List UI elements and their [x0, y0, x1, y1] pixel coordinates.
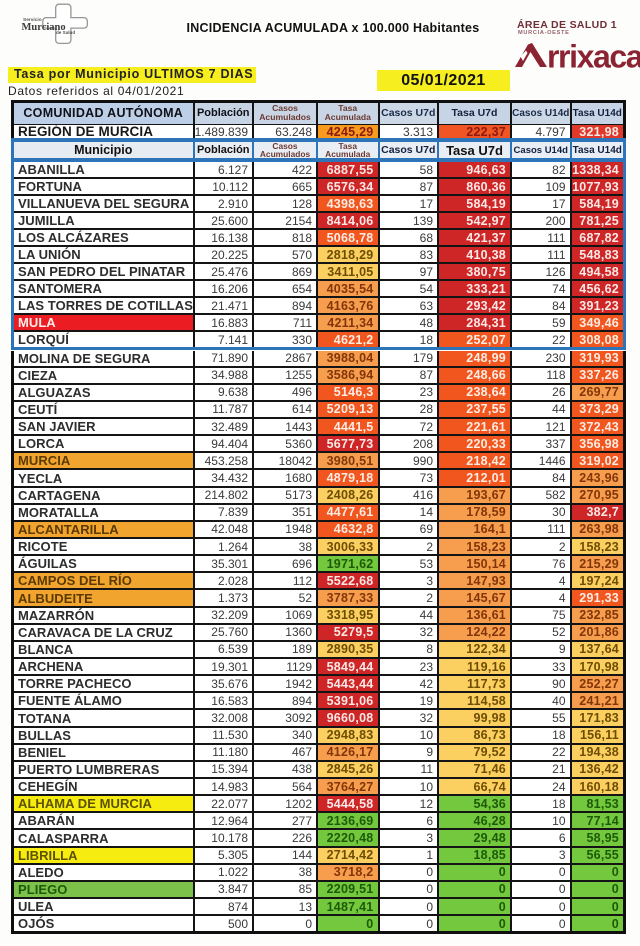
svg-text:de Salud: de Salud — [56, 30, 75, 35]
svg-text:rrixaca: rrixaca — [547, 39, 640, 70]
svg-text:Murciano: Murciano — [22, 22, 66, 33]
svg-text:Servicio: Servicio — [23, 17, 42, 23]
